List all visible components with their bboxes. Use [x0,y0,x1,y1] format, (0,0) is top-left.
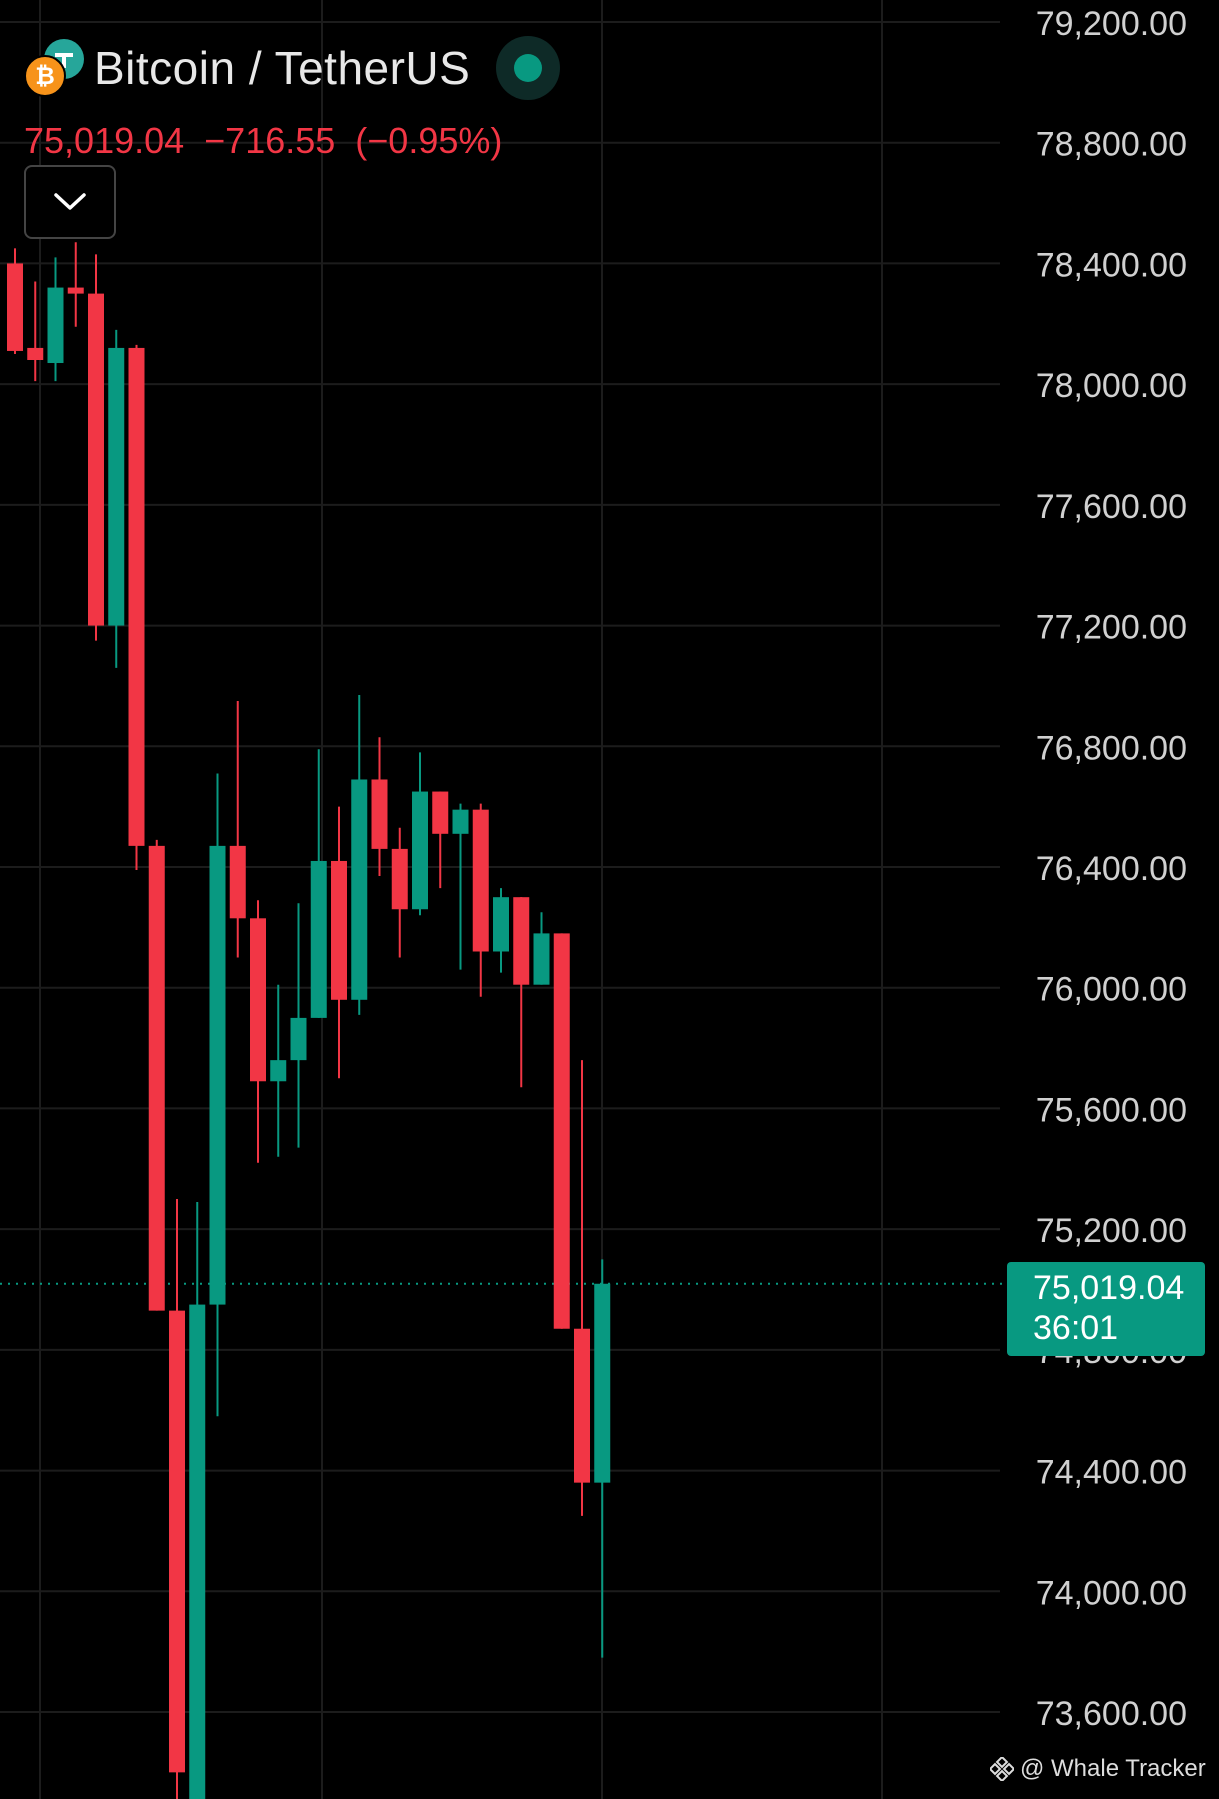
candle[interactable] [594,1259,611,1658]
candle-body [229,845,246,919]
candle-body [47,287,64,364]
candle-body [533,933,550,985]
candle-body [351,779,368,1000]
candle-body [493,897,509,952]
candle-body [594,1283,611,1483]
bitcoin-icon: ₿ [24,55,66,97]
candle-countdown: 36:01 [1033,1309,1119,1347]
candle-body [189,1304,206,1799]
current-price-tag: 75,019.04 36:01 [1007,1262,1205,1356]
candle-body [67,287,84,294]
candle[interactable] [391,827,408,958]
candle-body [88,293,104,626]
watermark-text: @ Whale Tracker [1020,1755,1206,1782]
candle[interactable] [229,701,246,958]
last-price: 75,019.04 [24,120,185,161]
candle[interactable] [351,694,368,1015]
y-tick-label: 76,800.00 [1036,729,1187,767]
candle-body [553,933,570,1329]
y-tick-label: 74,400.00 [1036,1454,1187,1492]
candle-body [128,347,145,846]
candle[interactable] [432,791,449,889]
candle-body [452,809,469,834]
candle[interactable] [27,281,44,382]
candle[interactable] [189,1201,206,1799]
candle-body [7,263,23,351]
candle[interactable] [270,984,287,1157]
candle[interactable] [290,903,307,1148]
candle[interactable] [47,257,64,382]
candle-body [412,791,428,910]
candle[interactable] [67,242,84,327]
symbol-title[interactable]: Bitcoin / TetherUS [94,42,471,94]
vertical-grid [39,0,883,1799]
candle-body [432,791,449,834]
candle-body [209,845,226,1305]
candle[interactable] [128,344,145,871]
y-tick-label: 75,200.00 [1036,1212,1187,1250]
candle[interactable] [493,888,509,973]
y-tick-label: 77,200.00 [1036,609,1187,647]
price-change: −716.55 [204,120,336,161]
candle-body [270,1060,287,1082]
y-tick-label: 75,600.00 [1036,1091,1187,1129]
y-tick-label: 73,600.00 [1036,1695,1187,1733]
candle[interactable] [209,773,226,1417]
current-price-label: 75,019.04 [1033,1269,1185,1307]
y-tick-label: 79,200.00 [1036,5,1187,43]
binance-logo-icon [990,1757,1014,1781]
candles [7,242,611,1799]
horizontal-grid [0,21,1000,1713]
y-tick-label: 78,800.00 [1036,126,1187,164]
candle-body [472,809,489,952]
candle[interactable] [472,803,489,997]
y-tick-label: 74,000.00 [1036,1574,1187,1612]
candle-body [108,347,125,626]
candle-body [27,347,44,360]
candle-body [310,860,327,1018]
market-status-indicator [496,36,561,100]
candle-body [250,918,266,1082]
collapse-legend-button[interactable] [24,165,116,239]
candle[interactable] [452,803,469,970]
candle-body [574,1328,590,1483]
candle[interactable] [331,806,347,1079]
candle-body [391,848,408,910]
candle-body [148,845,165,1311]
candle[interactable] [513,897,530,1088]
y-tick-label: 78,000.00 [1036,367,1187,405]
candle-body [371,779,388,849]
candle[interactable] [371,737,388,877]
candle[interactable] [250,900,266,1163]
y-tick-label: 78,400.00 [1036,246,1187,284]
candle[interactable] [533,912,550,985]
candle[interactable] [310,749,327,1018]
y-tick-label: 76,000.00 [1036,971,1187,1009]
y-tick-label: 76,400.00 [1036,850,1187,888]
pair-icons: ₿ [24,39,84,97]
chevron-down-icon [54,193,86,210]
candle[interactable] [148,839,165,1311]
candle[interactable] [553,933,570,1329]
candle-body [513,897,530,985]
candle-body [290,1017,307,1061]
candle[interactable] [108,329,125,668]
candle-body [169,1310,185,1773]
y-tick-label: 77,600.00 [1036,488,1187,526]
candle[interactable] [7,248,23,354]
price-change-percent: (−0.95%) [355,120,503,161]
candle-body [331,860,347,1000]
price-summary: 75,019.04 −716.55 (−0.95%) [24,120,560,162]
watermark: @ Whale Tracker [990,1755,1206,1783]
candle[interactable] [169,1198,185,1799]
market-open-dot [514,54,543,82]
candle[interactable] [88,254,104,641]
candle[interactable] [574,1060,590,1516]
price-axis: 73,600.0074,000.0074,400.0074,800.0075,2… [1036,5,1187,1733]
candle[interactable] [412,752,428,916]
symbol-header: ₿ Bitcoin / TetherUS 75,019.04 −716.55 (−0… [24,36,561,162]
